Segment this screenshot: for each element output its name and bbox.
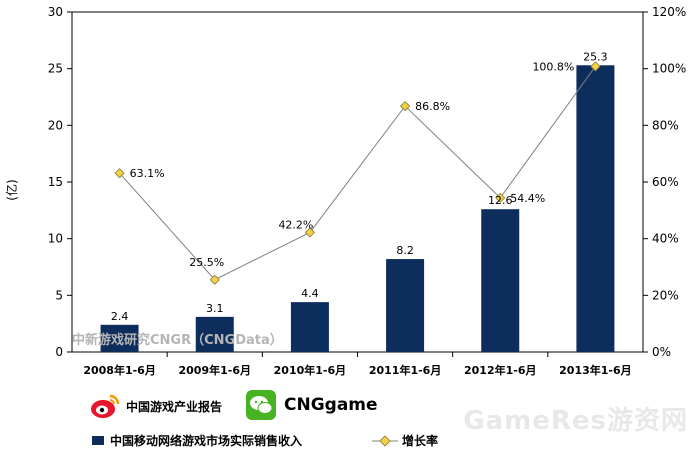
y-tick-label: 30 xyxy=(48,5,63,19)
site-watermark: GameRes游资网 xyxy=(463,406,688,436)
y2-tick-label: 100% xyxy=(652,62,686,76)
wechat-icon xyxy=(246,390,276,420)
legend-line-swatch xyxy=(372,434,398,447)
legend-bar-item: 中国移动网络游戏市场实际销售收入 xyxy=(92,432,302,449)
bar-value-label: 8.2 xyxy=(396,244,414,257)
y2-tick-label: 40% xyxy=(652,232,679,246)
x-tick-label: 2008年1-6月 xyxy=(83,363,156,377)
y2-tick-label: 20% xyxy=(652,288,679,302)
x-tick-label: 2010年1-6月 xyxy=(274,363,347,377)
bar-series xyxy=(100,65,615,353)
y2-tick-label: 120% xyxy=(652,5,686,19)
y-tick-label: 25 xyxy=(48,62,63,76)
growth-rate-label: 100.8% xyxy=(532,60,574,73)
weibo-brand: 中国游戏产业报告 xyxy=(90,393,222,419)
weibo-label: 中国游戏产业报告 xyxy=(126,399,223,414)
legend-bar-swatch xyxy=(92,436,104,445)
growth-rate-label: 63.1% xyxy=(130,167,165,180)
bar xyxy=(481,209,520,352)
y-tick-label: 5 xyxy=(55,288,63,302)
bar-value-label: 4.4 xyxy=(301,287,319,300)
x-tick-label: 2013年1-6月 xyxy=(559,363,632,377)
legend-line-item: 增长率 xyxy=(372,432,438,449)
wechat-label: CNGgame xyxy=(284,395,378,415)
data-labels: 2.4 3.1 4.4 8.2 12.6 25.3 63.1% 25.5% 42.2% 86.8%… xyxy=(111,50,608,323)
wechat-brand: CNGgame xyxy=(246,390,378,420)
x-tick-label: 2011年1-6月 xyxy=(369,363,442,377)
weibo-icon xyxy=(91,394,120,418)
growth-rate-label: 86.8% xyxy=(415,100,450,113)
bar-value-label: 2.4 xyxy=(111,310,129,323)
growth-rate-line xyxy=(119,66,596,281)
legend-bar-label: 中国移动网络游戏市场实际销售收入 xyxy=(110,434,303,448)
y2-tick-label: 60% xyxy=(652,175,679,189)
chart-axes: 0 5 10 15 20 25 30 0% 20% 40% 60% 80% 100% 120% 2008年1… xyxy=(48,5,687,377)
bar-value-label: 25.3 xyxy=(583,50,608,63)
growth-rate-series xyxy=(114,61,601,285)
y-axis-label: (亿) xyxy=(4,179,19,200)
bar-value-label: 3.1 xyxy=(206,302,224,315)
bar-value-label: 12.6 xyxy=(488,194,513,207)
chart-watermark: 中新游戏研究CNGR（CNGData） xyxy=(72,332,283,348)
bar xyxy=(386,259,425,352)
y-tick-label: 15 xyxy=(48,175,63,189)
x-tick-label: 2009年1-6月 xyxy=(179,363,252,377)
y-tick-label: 0 xyxy=(55,345,63,359)
x-tick-label: 2012年1-6月 xyxy=(464,363,537,377)
growth-rate-label: 54.4% xyxy=(510,192,545,205)
growth-rate-label: 42.2% xyxy=(278,218,313,231)
legend-line-label: 增长率 xyxy=(402,434,439,448)
bar xyxy=(290,302,329,352)
growth-rate-marker xyxy=(495,192,506,203)
y2-tick-label: 80% xyxy=(652,118,679,132)
y2-tick-label: 0% xyxy=(652,345,671,359)
y-tick-label: 20 xyxy=(48,118,63,132)
growth-rate-label: 25.5% xyxy=(189,256,224,269)
growth-rate-marker xyxy=(114,168,125,179)
growth-rate-marker xyxy=(209,274,220,285)
bar xyxy=(100,324,139,352)
bar xyxy=(576,65,615,353)
growth-rate-marker xyxy=(400,101,411,112)
bar xyxy=(195,316,234,352)
growth-rate-marker xyxy=(590,61,601,72)
y-tick-label: 10 xyxy=(48,232,63,246)
growth-rate-marker xyxy=(304,227,315,238)
